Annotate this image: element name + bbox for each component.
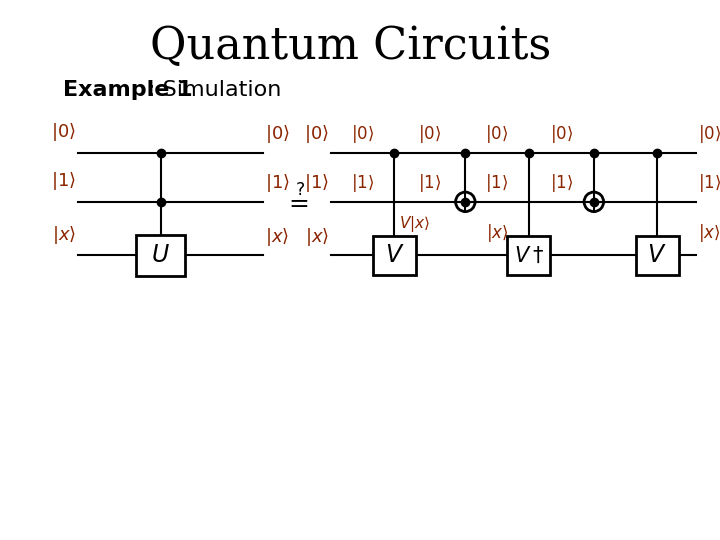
- Text: $|0\rangle$: $|0\rangle$: [351, 123, 374, 145]
- Text: $|x\rangle$: $|x\rangle$: [265, 226, 289, 248]
- FancyBboxPatch shape: [136, 235, 185, 276]
- Text: $|1\rangle$: $|1\rangle$: [698, 172, 720, 194]
- Text: $|1\rangle$: $|1\rangle$: [549, 172, 573, 194]
- Text: $|x\rangle$: $|x\rangle$: [486, 222, 508, 244]
- Text: $|x\rangle$: $|x\rangle$: [305, 226, 329, 248]
- Text: $|1\rangle$: $|1\rangle$: [265, 172, 289, 194]
- Text: $|1\rangle$: $|1\rangle$: [351, 172, 374, 194]
- Text: $|1\rangle$: $|1\rangle$: [418, 172, 441, 194]
- Text: $|0\rangle$: $|0\rangle$: [51, 122, 76, 144]
- Text: $|1\rangle$: $|1\rangle$: [51, 170, 76, 192]
- Text: $|0\rangle$: $|0\rangle$: [304, 123, 329, 145]
- Text: $|0\rangle$: $|0\rangle$: [265, 123, 289, 145]
- Text: $V\dagger$: $V\dagger$: [513, 245, 544, 266]
- FancyBboxPatch shape: [636, 236, 678, 275]
- Text: Example 1: Example 1: [63, 80, 193, 100]
- Text: $|0\rangle$: $|0\rangle$: [698, 123, 720, 145]
- FancyBboxPatch shape: [507, 236, 550, 275]
- Text: $\overset{?}{=}$: $\overset{?}{=}$: [284, 190, 310, 214]
- Text: Quantum Circuits: Quantum Circuits: [150, 24, 551, 68]
- Text: $|0\rangle$: $|0\rangle$: [485, 123, 508, 145]
- Text: $|1\rangle$: $|1\rangle$: [485, 172, 508, 194]
- FancyBboxPatch shape: [373, 236, 415, 275]
- Text: $U$: $U$: [151, 244, 170, 267]
- Text: $|0\rangle$: $|0\rangle$: [418, 123, 441, 145]
- Text: $V|x\rangle$: $V|x\rangle$: [399, 214, 431, 234]
- Text: $V$: $V$: [647, 244, 667, 267]
- Text: $V$: $V$: [384, 244, 404, 267]
- Text: $|x\rangle$: $|x\rangle$: [52, 224, 76, 246]
- Text: $|0\rangle$: $|0\rangle$: [549, 123, 573, 145]
- Text: : Simulation: : Simulation: [148, 80, 282, 100]
- Text: $|1\rangle$: $|1\rangle$: [304, 172, 329, 194]
- Text: $|x\rangle$: $|x\rangle$: [698, 222, 720, 244]
